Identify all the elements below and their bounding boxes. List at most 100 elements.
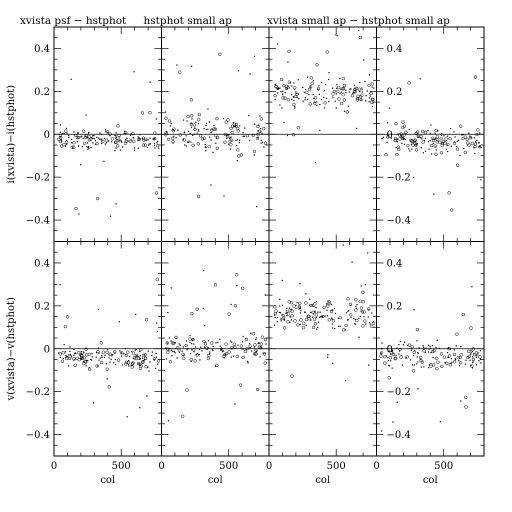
data-point bbox=[128, 363, 130, 366]
data-point bbox=[416, 356, 418, 358]
data-point bbox=[84, 134, 88, 138]
panel-r0-c1 bbox=[161, 26, 270, 242]
data-point bbox=[192, 134, 194, 136]
data-point bbox=[111, 141, 113, 143]
data-point bbox=[443, 135, 445, 137]
data-point bbox=[276, 321, 278, 323]
data-point bbox=[116, 124, 120, 128]
data-point bbox=[212, 151, 214, 153]
data-point bbox=[445, 140, 448, 142]
data-point bbox=[371, 86, 373, 88]
data-point bbox=[165, 347, 167, 349]
data-point bbox=[413, 176, 415, 179]
data-point bbox=[123, 132, 125, 135]
data-point bbox=[172, 350, 174, 353]
data-point bbox=[181, 350, 183, 352]
data-point bbox=[429, 347, 431, 349]
data-point bbox=[207, 128, 209, 130]
data-point bbox=[450, 145, 452, 147]
data-point bbox=[132, 137, 134, 139]
data-point bbox=[148, 143, 150, 145]
data-point bbox=[114, 140, 118, 144]
data-point bbox=[327, 300, 331, 304]
data-point bbox=[152, 357, 157, 361]
data-point bbox=[460, 400, 462, 402]
y-tick-label: −0.4 bbox=[387, 430, 411, 441]
data-point bbox=[236, 285, 238, 287]
data-point bbox=[368, 309, 370, 311]
data-point bbox=[286, 88, 288, 90]
data-point bbox=[427, 141, 430, 143]
data-point bbox=[87, 360, 89, 362]
data-point bbox=[153, 137, 156, 140]
data-point bbox=[139, 358, 141, 360]
data-point bbox=[401, 354, 403, 357]
data-point bbox=[80, 354, 84, 358]
data-point bbox=[182, 346, 185, 348]
data-point bbox=[189, 341, 191, 344]
data-point bbox=[328, 72, 330, 74]
data-point bbox=[222, 354, 226, 358]
data-point bbox=[61, 133, 63, 135]
data-point bbox=[422, 152, 424, 154]
data-point bbox=[112, 354, 114, 356]
data-point bbox=[87, 352, 92, 356]
data-point bbox=[68, 354, 70, 356]
data-point bbox=[279, 305, 281, 307]
data-point bbox=[391, 350, 393, 353]
data-point bbox=[254, 352, 258, 356]
data-point bbox=[77, 145, 80, 147]
data-point bbox=[77, 132, 79, 134]
data-point bbox=[406, 143, 410, 148]
data-point bbox=[143, 359, 146, 361]
data-point bbox=[57, 137, 61, 142]
data-point bbox=[304, 97, 306, 99]
data-point bbox=[321, 98, 323, 101]
data-point bbox=[93, 135, 95, 137]
data-point bbox=[241, 341, 244, 343]
data-point bbox=[447, 356, 449, 358]
data-point bbox=[115, 147, 117, 149]
data-point bbox=[296, 96, 298, 98]
data-point bbox=[294, 107, 296, 109]
data-point bbox=[370, 97, 374, 101]
data-point bbox=[196, 142, 200, 146]
data-point bbox=[370, 324, 374, 329]
data-point bbox=[359, 315, 361, 317]
y-tick-label: 0.2 bbox=[34, 301, 50, 312]
data-point bbox=[168, 337, 170, 339]
data-point bbox=[65, 315, 70, 319]
y-tick-label: 0 bbox=[387, 130, 393, 141]
data-point bbox=[290, 319, 293, 321]
data-point bbox=[96, 349, 100, 354]
data-point bbox=[205, 150, 207, 152]
data-point bbox=[313, 322, 318, 326]
data-point bbox=[153, 131, 157, 135]
data-point bbox=[305, 90, 309, 95]
data-point bbox=[262, 352, 267, 356]
data-point bbox=[65, 127, 67, 130]
data-point bbox=[331, 317, 333, 319]
data-point bbox=[470, 364, 474, 368]
data-point bbox=[430, 124, 432, 126]
data-point bbox=[261, 132, 263, 134]
data-point bbox=[103, 137, 106, 140]
data-point bbox=[151, 354, 153, 357]
data-point bbox=[350, 88, 352, 90]
data-point bbox=[286, 312, 288, 314]
data-point bbox=[141, 353, 146, 358]
x-axis-label: col bbox=[100, 475, 115, 486]
data-point bbox=[97, 308, 99, 311]
data-point bbox=[312, 317, 317, 321]
data-point bbox=[450, 362, 452, 364]
data-point bbox=[296, 323, 300, 327]
data-point bbox=[299, 318, 303, 322]
data-point bbox=[420, 366, 422, 368]
data-point bbox=[205, 128, 207, 131]
data-point bbox=[474, 140, 477, 143]
data-point bbox=[259, 356, 261, 358]
data-point bbox=[439, 421, 441, 423]
data-point bbox=[146, 395, 148, 397]
data-point bbox=[234, 122, 238, 127]
data-point bbox=[230, 356, 232, 358]
